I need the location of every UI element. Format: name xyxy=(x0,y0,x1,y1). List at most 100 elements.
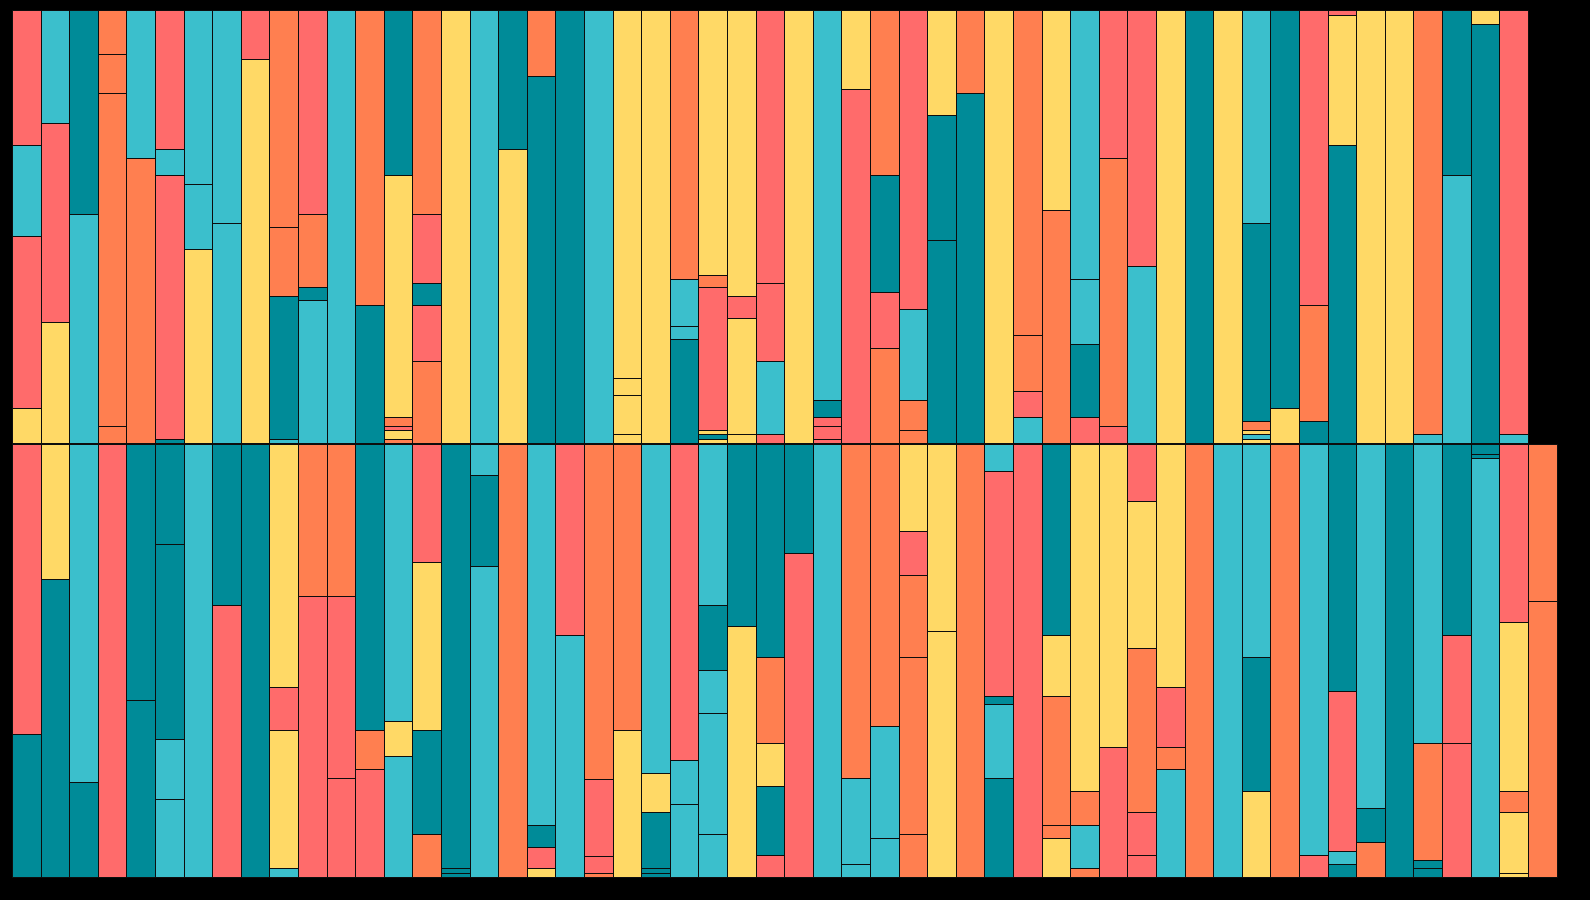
top-bar-41-segment-1 xyxy=(1157,11,1186,443)
bottom-bar-40 xyxy=(1127,444,1158,878)
bottom-bar-21-segment-1 xyxy=(585,445,614,779)
top-bar-38-segment-4 xyxy=(1071,417,1100,443)
top-bar-8-segment-1 xyxy=(213,11,242,223)
bottom-bar-48-segment-3 xyxy=(1357,842,1386,877)
bottom-bar-48 xyxy=(1356,444,1387,878)
bottom-bar-32-segment-3 xyxy=(899,574,928,657)
bottom-bar-23-segment-5 xyxy=(642,872,671,877)
top-bar-30-segment-1 xyxy=(842,11,871,89)
top-bar-40 xyxy=(1127,10,1158,444)
bottom-bar-30-segment-2 xyxy=(842,777,871,865)
bottom-bar-46-segment-2 xyxy=(1300,855,1329,877)
bottom-bar-17 xyxy=(469,444,500,878)
top-bar-1-segment-1 xyxy=(13,11,42,145)
top-bar-32-segment-2 xyxy=(899,309,928,400)
bottom-bar-51 xyxy=(1442,444,1473,878)
bottom-bar-44 xyxy=(1241,444,1272,878)
bottom-bar-54-segment-2 xyxy=(1528,600,1557,877)
top-bar-35-segment-1 xyxy=(985,11,1014,443)
bottom-bar-23-segment-3 xyxy=(642,812,671,869)
top-bar-46 xyxy=(1299,10,1330,444)
bottom-bar-47-segment-2 xyxy=(1328,691,1357,852)
top-bar-20-segment-1 xyxy=(556,11,585,443)
top-bar-19 xyxy=(526,10,557,444)
bottom-bar-15-segment-1 xyxy=(413,445,442,562)
bottom-bar-14-segment-2 xyxy=(384,721,413,757)
bottom-bar-39-segment-2 xyxy=(1099,747,1128,877)
bottom-bar-8-segment-1 xyxy=(213,445,242,605)
bottom-bar-26-segment-2 xyxy=(728,626,757,877)
top-bar-21-segment-1 xyxy=(585,11,614,443)
top-bar-12-segment-1 xyxy=(327,11,356,443)
top-bar-25-segment-3 xyxy=(699,287,728,431)
top-bar-50-segment-1 xyxy=(1414,11,1443,435)
bottom-bar-38-segment-3 xyxy=(1071,825,1100,869)
top-bar-4-segment-2 xyxy=(98,54,127,94)
top-bar-10-segment-1 xyxy=(270,11,299,227)
bottom-bar-9 xyxy=(240,444,271,878)
top-bar-22 xyxy=(612,10,643,444)
bottom-bar-19-segment-1 xyxy=(527,445,556,826)
top-bar-33-segment-1 xyxy=(928,11,957,115)
top-bar-10-segment-3 xyxy=(270,296,299,439)
top-bar-11-segment-2 xyxy=(299,214,328,288)
top-bar-6-segment-2 xyxy=(156,149,185,176)
top-bar-16-segment-1 xyxy=(442,11,471,443)
bottom-bar-32-segment-1 xyxy=(899,445,928,532)
bottom-bar-51-segment-3 xyxy=(1443,743,1472,877)
bottom-bar-47-segment-1 xyxy=(1328,445,1357,692)
top-bar-49-segment-1 xyxy=(1385,11,1414,443)
top-bar-46-segment-2 xyxy=(1300,304,1329,422)
bottom-bar-44-segment-1 xyxy=(1242,445,1271,657)
bottom-bar-34-segment-1 xyxy=(956,445,985,877)
bottom-bar-21 xyxy=(584,444,615,878)
bottom-bar-36-segment-1 xyxy=(1014,445,1043,877)
top-bar-28 xyxy=(784,10,815,444)
bottom-bar-27-segment-5 xyxy=(756,855,785,877)
top-bar-36-segment-1 xyxy=(1014,11,1043,335)
bottom-bar-27-segment-1 xyxy=(756,445,785,657)
bottom-bar-28 xyxy=(784,444,815,878)
top-bar-25-segment-4 xyxy=(699,430,728,435)
top-bar-29-segment-3 xyxy=(813,417,842,426)
bottom-bar-51-segment-1 xyxy=(1443,445,1472,636)
bottom-bar-17-segment-3 xyxy=(470,565,499,877)
top-bar-37 xyxy=(1041,10,1072,444)
top-bar-11-segment-3 xyxy=(299,287,328,301)
bottom-bar-35 xyxy=(984,444,1015,878)
bottom-bar-26 xyxy=(727,444,758,878)
top-bar-14-segment-2 xyxy=(384,175,413,418)
top-bar-6-segment-4 xyxy=(156,438,185,443)
top-bar-1-segment-3 xyxy=(13,235,42,409)
top-bar-9 xyxy=(240,10,271,444)
bottom-bar-13 xyxy=(355,444,386,878)
top-bar-47-segment-1 xyxy=(1328,11,1357,16)
bottom-bar-16-segment-1 xyxy=(442,445,471,869)
bottom-bar-36 xyxy=(1013,444,1044,878)
top-bar-10-segment-2 xyxy=(270,227,299,297)
bottom-bar-12 xyxy=(326,444,357,878)
bottom-bar-47-segment-4 xyxy=(1328,864,1357,877)
bottom-bar-35-segment-2 xyxy=(985,470,1014,696)
bottom-bar-32 xyxy=(898,444,929,878)
top-bar-26-segment-2 xyxy=(728,296,757,318)
bottom-bar-1 xyxy=(12,444,43,878)
bottom-bar-23-segment-4 xyxy=(642,868,671,873)
bottom-bar-38-segment-4 xyxy=(1071,868,1100,877)
top-bar-29 xyxy=(812,10,843,444)
top-bar-15 xyxy=(412,10,443,444)
bottom-bar-15-segment-4 xyxy=(413,833,442,877)
top-bar-6-segment-3 xyxy=(156,175,185,439)
bottom-bar-33 xyxy=(927,444,958,878)
top-bar-24 xyxy=(669,10,700,444)
top-bar-29-segment-1 xyxy=(813,11,842,400)
top-bar-22-segment-3 xyxy=(613,395,642,435)
top-bar-43-segment-1 xyxy=(1214,11,1243,443)
bottom-band xyxy=(12,444,1558,878)
top-bar-53 xyxy=(1499,10,1530,444)
bottom-bar-41-segment-3 xyxy=(1157,747,1186,769)
top-bar-33 xyxy=(927,10,958,444)
top-bar-40-segment-1 xyxy=(1128,11,1157,266)
bottom-bar-46 xyxy=(1299,444,1330,878)
bottom-bar-47 xyxy=(1327,444,1358,878)
